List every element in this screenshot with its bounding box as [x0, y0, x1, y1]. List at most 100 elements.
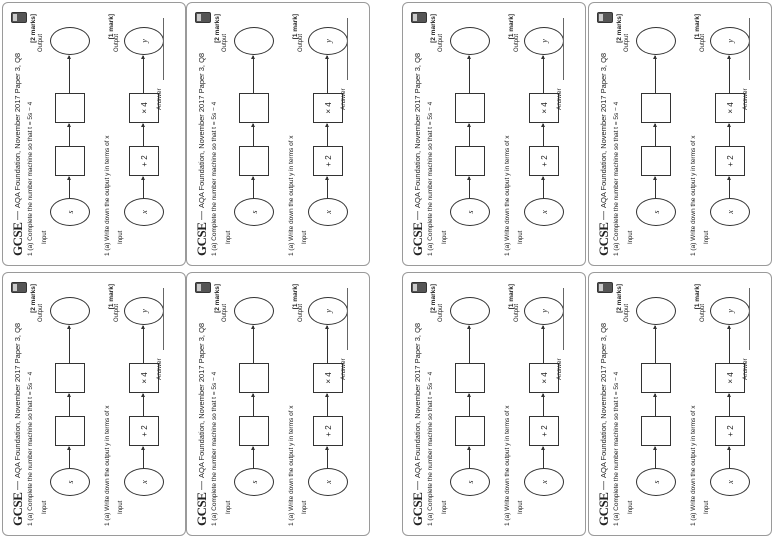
question-source: AQA Foundation, November 2017 Paper 3, Q…: [599, 322, 608, 478]
blank-operation-box[interactable]: [55, 363, 85, 393]
marks-part-a: [2 marks]: [30, 14, 37, 43]
output-label: Output: [624, 33, 630, 52]
question-part-a: 1 (a) Complete the number machine so tha…: [613, 101, 620, 256]
answer-label: Answer: [556, 358, 563, 380]
blank-operation-box[interactable]: [455, 363, 485, 393]
gcse-heading: GCSE: [596, 492, 611, 526]
input-oval: x: [124, 198, 164, 226]
input-oval: s: [636, 198, 676, 226]
blank-operation-box[interactable]: [239, 93, 269, 123]
input-label: Input: [118, 230, 124, 244]
arrow: [253, 326, 254, 364]
arrow: [469, 394, 470, 417]
marks-part-a: [2 marks]: [30, 284, 37, 313]
arrow: [143, 177, 144, 199]
add-two-box: + 2: [529, 146, 559, 176]
output-oval: [234, 27, 274, 55]
arrow: [143, 56, 144, 94]
arrow: [655, 447, 656, 469]
arrow: [543, 177, 544, 199]
arrow: [253, 447, 254, 469]
input-oval: x: [524, 198, 564, 226]
calculator-icon: [411, 12, 427, 23]
blank-operation-box[interactable]: [455, 416, 485, 446]
answer-line[interactable]: [347, 18, 348, 80]
output-oval: [450, 27, 490, 55]
arrow: [327, 394, 328, 417]
input-oval: x: [308, 198, 348, 226]
marks-part-a: [2 marks]: [616, 284, 623, 313]
arrow: [69, 56, 70, 94]
question-part-b: 1 (a) Write down the output y in terms o…: [504, 135, 511, 256]
question-source: AQA Foundation, November 2017 Paper 3, Q…: [413, 322, 422, 478]
question-source: AQA Foundation, November 2017 Paper 3, Q…: [197, 322, 206, 478]
arrow: [253, 56, 254, 94]
arrow: [327, 177, 328, 199]
answer-line[interactable]: [163, 18, 164, 80]
blank-operation-box[interactable]: [641, 416, 671, 446]
calculator-icon: [11, 282, 27, 293]
blank-operation-box[interactable]: [641, 146, 671, 176]
blank-operation-box[interactable]: [55, 93, 85, 123]
arrow: [143, 394, 144, 417]
question-source: AQA Foundation, November 2017 Paper 3, Q…: [13, 322, 22, 478]
arrow: [469, 326, 470, 364]
output-oval: [50, 297, 90, 325]
add-two-box: + 2: [529, 416, 559, 446]
arrow: [543, 394, 544, 417]
blank-operation-box[interactable]: [239, 146, 269, 176]
question-part-a: 1 (a) Complete the number machine so tha…: [427, 371, 434, 526]
question-part-b: 1 (a) Write down the output y in terms o…: [504, 405, 511, 526]
marks-part-a: [2 marks]: [616, 14, 623, 43]
arrow: [327, 326, 328, 364]
answer-label: Answer: [556, 88, 563, 110]
arrow: [469, 56, 470, 94]
input-oval: s: [234, 198, 274, 226]
blank-operation-box[interactable]: [239, 416, 269, 446]
answer-label: Answer: [340, 358, 347, 380]
blank-operation-box[interactable]: [239, 363, 269, 393]
answer-line[interactable]: [749, 288, 750, 350]
question-source: AQA Foundation, November 2017 Paper 3, Q…: [413, 52, 422, 208]
answer-label: Answer: [742, 358, 749, 380]
blank-operation-box[interactable]: [55, 416, 85, 446]
input-label: Input: [704, 500, 710, 514]
gcse-heading: GCSE: [410, 222, 425, 256]
heading-dash: —: [598, 211, 608, 220]
blank-operation-box[interactable]: [641, 93, 671, 123]
input-label: Input: [226, 500, 232, 514]
output-label: Output: [438, 33, 444, 52]
answer-label: Answer: [340, 88, 347, 110]
add-two-box: + 2: [129, 416, 159, 446]
blank-operation-box[interactable]: [455, 93, 485, 123]
arrow: [69, 124, 70, 147]
input-label: Input: [118, 500, 124, 514]
output-label: Output: [114, 303, 120, 322]
arrow: [729, 394, 730, 417]
marks-part-a: [2 marks]: [430, 284, 437, 313]
blank-operation-box[interactable]: [455, 146, 485, 176]
output-label: Output: [222, 303, 228, 322]
output-oval: [636, 27, 676, 55]
gcse-heading: GCSE: [410, 492, 425, 526]
answer-line[interactable]: [563, 288, 564, 350]
blank-operation-box[interactable]: [55, 146, 85, 176]
blank-operation-box[interactable]: [641, 363, 671, 393]
heading-dash: —: [412, 211, 422, 220]
arrow: [143, 326, 144, 364]
calculator-icon: [11, 12, 27, 23]
marks-part-a: [2 marks]: [430, 14, 437, 43]
input-label: Input: [42, 230, 48, 244]
gcse-heading: GCSE: [194, 492, 209, 526]
output-label: Output: [38, 303, 44, 322]
input-label: Input: [704, 230, 710, 244]
arrow: [729, 56, 730, 94]
times-four-box: × 4: [129, 93, 159, 123]
answer-line[interactable]: [749, 18, 750, 80]
answer-line[interactable]: [563, 18, 564, 80]
answer-line[interactable]: [163, 288, 164, 350]
question-part-a: 1 (a) Complete the number machine so tha…: [427, 101, 434, 256]
marks-part-a: [2 marks]: [214, 284, 221, 313]
answer-line[interactable]: [347, 288, 348, 350]
